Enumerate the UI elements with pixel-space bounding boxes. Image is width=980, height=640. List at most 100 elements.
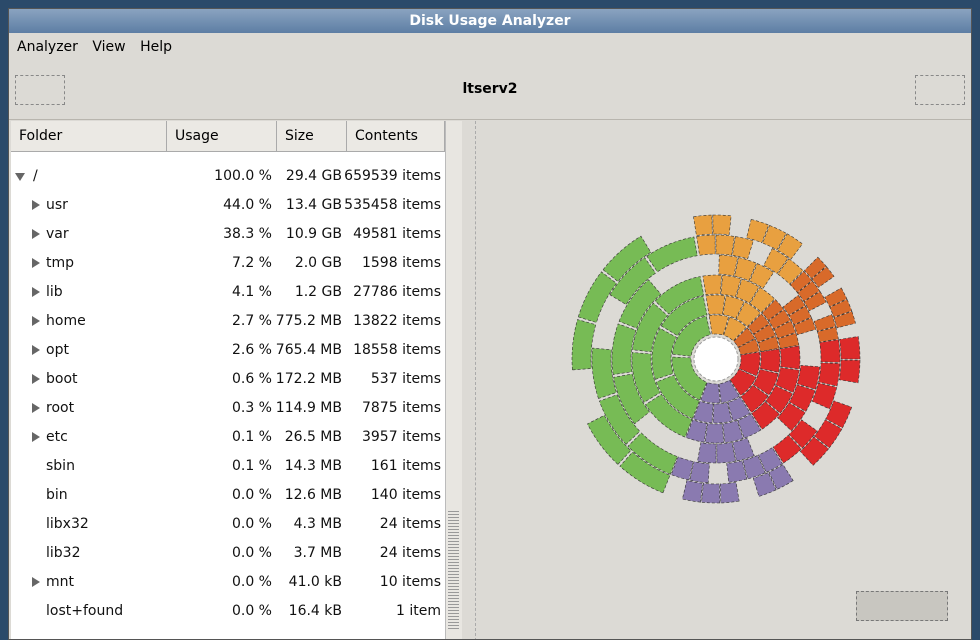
usage: 0.1 % [231, 429, 272, 445]
back-button[interactable] [15, 75, 65, 105]
sunburst-segment [788, 305, 812, 326]
sunburst-segment [749, 263, 775, 289]
column-header[interactable]: Contents [347, 121, 445, 151]
chart-toggle[interactable] [856, 591, 948, 621]
sunburst-segment [813, 419, 843, 449]
toolbar: ltserv2 [9, 61, 971, 120]
sunburst-segment [732, 236, 754, 260]
size: 26.5 MB [284, 429, 342, 445]
scrollbar[interactable] [445, 121, 462, 639]
contents: 140 items [370, 487, 441, 503]
table-row[interactable]: home 2.7 % 775.2 MB 13822 items [11, 307, 445, 336]
sunburst-segment [723, 316, 747, 342]
sunburst-segment [773, 320, 797, 339]
sunburst-segment [824, 287, 848, 308]
sunburst-segment [758, 447, 783, 473]
scroll-thumb[interactable] [448, 511, 459, 631]
sunburst-segment [697, 442, 717, 464]
sunburst-segment [718, 254, 739, 277]
table-row[interactable]: root 0.3 % 114.9 MB 7875 items [11, 394, 445, 423]
sunburst-segment [689, 461, 710, 484]
sunburst-segment [732, 437, 755, 462]
sunburst-segment [715, 234, 735, 256]
table-row[interactable]: sbin 0.1 % 14.3 MB 161 items [11, 452, 445, 481]
expander[interactable] [32, 432, 40, 442]
sunburst-segment [609, 257, 656, 306]
sunburst-segment [618, 279, 662, 329]
sunburst-segment [720, 274, 742, 298]
sunburst-segment [733, 327, 756, 348]
usage: 0.0 % [231, 603, 272, 619]
expander[interactable] [32, 316, 40, 326]
sunburst-segment [693, 214, 713, 236]
size: 14.3 MB [284, 458, 342, 474]
folder-name: var [46, 226, 69, 242]
table-row[interactable]: tmp 7.2 % 2.0 GB 1598 items [11, 249, 445, 278]
sunburst-segment [811, 382, 838, 410]
table-row[interactable]: lib 4.1 % 1.2 GB 27786 items [11, 278, 445, 307]
contents: 7875 items [361, 400, 441, 416]
sunburst-segment [718, 379, 740, 404]
menu-item[interactable]: View [92, 39, 126, 55]
size: 2.0 GB [294, 255, 342, 271]
size: 775.2 MB [275, 313, 342, 329]
column-header[interactable]: Size [277, 121, 347, 151]
forward-button[interactable] [915, 75, 965, 105]
sunburst-segment [704, 423, 725, 444]
expander[interactable] [32, 403, 40, 413]
sunburst-segment [777, 258, 804, 285]
sunburst-segment [753, 323, 776, 343]
usage: 7.2 % [231, 255, 272, 271]
table-row[interactable]: boot 0.6 % 172.2 MB 537 items [11, 365, 445, 394]
sunburst-segment [671, 356, 708, 401]
table-row[interactable]: libx32 0.0 % 4.3 MB 24 items [11, 510, 445, 539]
size: 16.4 kB [288, 603, 342, 619]
contents: 18558 items [353, 342, 441, 358]
sunburst-segment [838, 359, 861, 384]
sunburst-segment [734, 257, 757, 282]
expander[interactable] [15, 173, 25, 181]
table-row[interactable]: bin 0.0 % 12.6 MB 140 items [11, 481, 445, 510]
contents: 10 items [379, 574, 441, 590]
table-row[interactable]: / 100.0 % 29.4 GB 659539 items [11, 162, 445, 191]
contents: 49581 items [353, 226, 441, 242]
table-row[interactable]: usr 44.0 % 13.4 GB 535458 items [11, 191, 445, 220]
usage: 0.0 % [231, 574, 272, 590]
sunburst-segment [591, 347, 617, 399]
sunburst-segment [587, 414, 632, 465]
table-row[interactable]: opt 2.6 % 765.4 MB 18558 items [11, 336, 445, 365]
expander[interactable] [32, 258, 40, 268]
expander[interactable] [32, 229, 40, 239]
contents: 24 items [379, 545, 441, 561]
expander[interactable] [32, 287, 40, 297]
menu-item[interactable]: Help [140, 39, 172, 55]
table-row[interactable]: lost+found 0.0 % 16.4 kB 1 item [11, 597, 445, 626]
sunburst-segment [729, 368, 757, 396]
folder-name: libx32 [46, 516, 89, 532]
sunburst-segment [839, 336, 861, 360]
table-row[interactable]: etc 0.1 % 26.5 MB 3957 items [11, 423, 445, 452]
expander[interactable] [32, 374, 40, 384]
expander[interactable] [32, 345, 40, 355]
contents: 24 items [379, 516, 441, 532]
sunburst-segment [817, 326, 839, 343]
sunburst-segment [761, 299, 784, 321]
contents: 3957 items [361, 429, 441, 445]
table-row[interactable]: lib32 0.0 % 3.7 MB 24 items [11, 539, 445, 568]
sunburst-segment [796, 365, 821, 390]
sunburst-segment [632, 302, 668, 353]
column-header[interactable]: Usage [167, 121, 277, 151]
sunburst-segment [631, 352, 661, 403]
sunburst [571, 214, 861, 504]
sunburst-segment [763, 248, 789, 274]
folder-name: opt [46, 342, 69, 358]
sunburst-segment [719, 482, 740, 504]
table-row[interactable]: mnt 0.0 % 41.0 kB 10 items [11, 568, 445, 597]
column-header[interactable]: Folder [11, 121, 167, 151]
expander[interactable] [32, 200, 40, 210]
menu-item[interactable]: Analyzer [17, 39, 78, 55]
expander[interactable] [32, 577, 40, 587]
table-row[interactable]: var 38.3 % 10.9 GB 49581 items [11, 220, 445, 249]
sunburst-segment [712, 402, 733, 424]
sunburst-segment [782, 294, 806, 316]
